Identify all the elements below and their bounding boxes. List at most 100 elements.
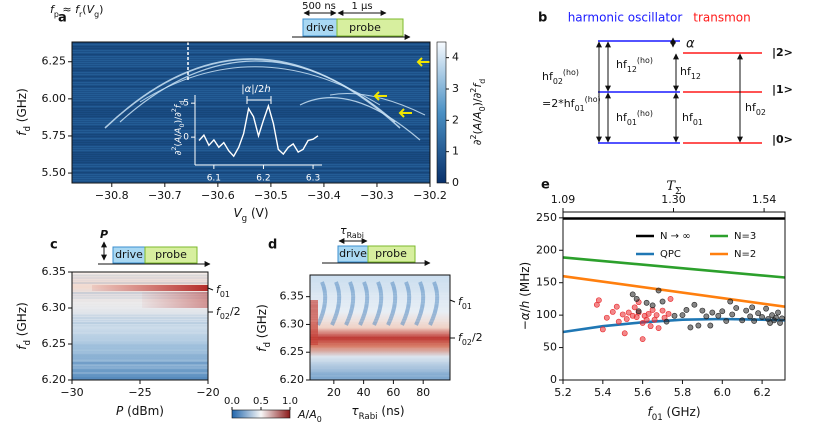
heatmap-noise <box>310 327 450 330</box>
text-part: (GHz) <box>15 302 29 340</box>
scatter-point <box>709 309 716 316</box>
scatter-point <box>733 305 740 311</box>
energy-label: =2*hf01(ho) <box>542 95 601 113</box>
heatmap-noise <box>310 337 450 340</box>
annotation: |α|/2h <box>241 84 270 95</box>
x-tick-label: 5.8 <box>674 386 692 399</box>
heatmap-noise <box>310 355 450 357</box>
scatter-point <box>729 311 736 318</box>
scatter-point <box>613 303 620 310</box>
heatmap-noise <box>72 319 208 322</box>
text-part: 12 <box>691 72 701 81</box>
x-tick-label: 6.3 <box>306 174 320 184</box>
pulse-block: drive <box>306 21 334 34</box>
text-part: |/2 <box>251 84 264 95</box>
y-tick-label: 6.20 <box>280 373 305 386</box>
text-part: =2*hf <box>542 97 576 110</box>
text-part: τ <box>351 404 359 418</box>
legend-label: N=3 <box>734 231 756 242</box>
text-part: d <box>23 340 33 345</box>
x-tick-label: −30.3 <box>360 189 394 202</box>
text-part: α <box>245 84 252 95</box>
heatmap-noise <box>310 320 450 322</box>
scatter-point <box>639 320 646 326</box>
scatter-point <box>773 314 779 321</box>
scatter-point <box>603 314 610 321</box>
heatmap-noise <box>72 330 208 332</box>
heatmap-noise <box>72 339 208 342</box>
pulse-duration: 1 μs <box>351 1 372 12</box>
x-tick-label: −30.4 <box>307 189 341 202</box>
text-part: | <box>241 84 244 95</box>
scatter-point <box>633 296 640 302</box>
heatmap-noise <box>72 372 208 374</box>
alpha-label: α <box>686 37 695 52</box>
arrows <box>596 37 743 143</box>
energy-label: hf01 <box>682 111 703 127</box>
x-axis-label: Vg (V) <box>233 206 268 224</box>
heatmap-noise <box>72 302 208 304</box>
text-part: g <box>242 214 247 224</box>
heatmap-noise <box>72 148 430 150</box>
colorbar <box>231 409 291 419</box>
text-part: hf <box>542 70 554 83</box>
scatter-point <box>655 325 662 332</box>
scatter-point <box>663 318 670 325</box>
scatter-point <box>767 320 773 326</box>
scatter-point <box>645 310 652 317</box>
scatter-point <box>747 313 754 320</box>
text-part: 2 <box>469 88 478 93</box>
heatmap-noise <box>72 122 430 124</box>
text-part: (ho) <box>585 95 601 104</box>
scatter-point <box>763 305 769 312</box>
text-part: hf <box>682 111 694 124</box>
text-part: 01 <box>693 118 703 127</box>
plot-frame <box>71 41 431 184</box>
text-part: d <box>263 342 273 347</box>
text-part: (ho) <box>637 109 653 118</box>
heatmap-noise <box>310 373 450 375</box>
y-tick-label: 6.35 <box>280 290 305 303</box>
colorbar-tick-label: 0.0 <box>224 396 240 407</box>
heatmap-noise <box>310 332 450 335</box>
heatmap-noise <box>72 152 430 154</box>
y-tick-label: 6.00 <box>42 92 67 105</box>
heatmap-noise <box>72 138 430 140</box>
scatter-point <box>691 301 698 308</box>
scatter-point <box>769 312 775 319</box>
y-tick-label: 200 <box>536 243 557 256</box>
scatter-point <box>647 323 654 330</box>
heatmap-noise <box>310 375 450 377</box>
heatmap-noise <box>310 325 450 327</box>
top-tick-label: 1.09 <box>551 193 576 206</box>
scatter-point <box>739 317 746 324</box>
heatmap-noise <box>310 305 450 307</box>
text-part: τ <box>340 224 347 237</box>
trace <box>198 103 319 158</box>
colorbar-tick-label: 1 <box>452 145 459 158</box>
heatmap-noise <box>72 98 430 100</box>
x-tick-label: 5.6 <box>634 386 652 399</box>
heatmap-noise <box>72 54 430 56</box>
panel-label: d <box>268 238 277 253</box>
heatmap-noise <box>72 180 430 182</box>
y-tick-label: 6.20 <box>42 373 67 386</box>
arrow-marker <box>416 57 430 67</box>
top-axis-label: TΣ <box>666 179 681 198</box>
level-label: |2> <box>772 46 793 59</box>
text-part: 01 <box>652 413 663 423</box>
heatmap-noise <box>72 347 208 349</box>
scatter-point <box>751 318 758 324</box>
heatmap-noise <box>72 116 430 118</box>
scatter-point <box>775 309 781 316</box>
heatmap-noise <box>72 357 208 359</box>
heatmap-noise <box>310 288 450 290</box>
panel-label: a <box>58 11 67 26</box>
x-tick-label: −30.8 <box>95 189 129 202</box>
text-part: 01 <box>220 290 230 299</box>
y-tick-label: 5 <box>183 99 189 109</box>
text-part: (ho) <box>563 68 579 77</box>
heatmap-noise <box>72 349 208 352</box>
y-tick-label: 6.30 <box>42 301 67 314</box>
heatmap-noise <box>72 46 430 48</box>
